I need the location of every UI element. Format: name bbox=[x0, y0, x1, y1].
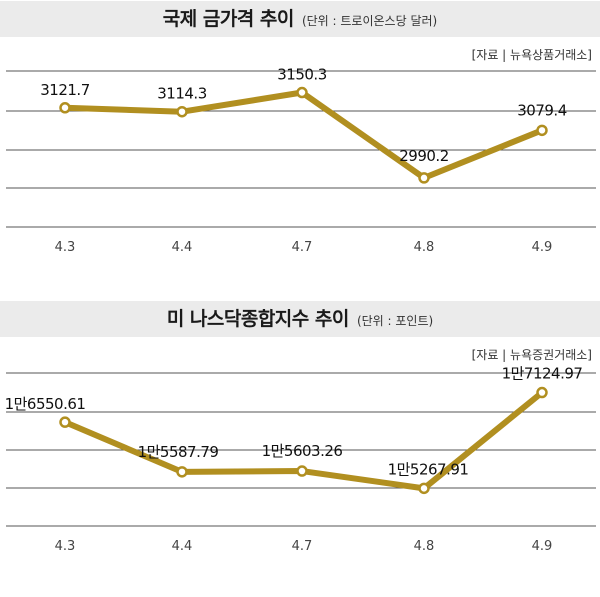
data-label: 1만5587.79 bbox=[138, 443, 219, 461]
data-label: 3121.7 bbox=[40, 81, 90, 99]
data-point bbox=[59, 102, 71, 114]
chart-unit: (단위 : 트로이온스당 달러) bbox=[301, 14, 438, 28]
data-label: 3079.4 bbox=[517, 101, 567, 119]
chart-title: 국제 금가격 추이 bbox=[162, 8, 295, 30]
x-tick-label: 4.7 bbox=[292, 240, 313, 255]
data-point bbox=[176, 105, 188, 118]
gold-price-panel: 국제 금가격 추이 (단위 : 트로이온스당 달러) [자료 | 뉴욕상품거래소… bbox=[0, 0, 600, 290]
series-line bbox=[62, 89, 545, 181]
x-tick-label: 4.3 bbox=[55, 539, 76, 554]
data-point bbox=[418, 172, 430, 184]
data-point bbox=[296, 465, 308, 477]
data-label: 1만5603.26 bbox=[262, 442, 343, 460]
data-point bbox=[536, 386, 548, 399]
gold-title-bar: 국제 금가격 추이 (단위 : 트로이온스당 달러) bbox=[0, 1, 600, 37]
data-point bbox=[536, 124, 548, 137]
x-tick-label: 4.8 bbox=[414, 539, 435, 554]
data-label: 1만6550.61 bbox=[5, 395, 86, 413]
data-point bbox=[296, 86, 308, 99]
data-label: 3150.3 bbox=[277, 66, 327, 84]
data-label: 1만7124.97 bbox=[502, 365, 583, 383]
chart-title: 미 나스닥종합지수 추이 bbox=[166, 308, 350, 330]
chart-source: [자료 | 뉴욕증권거래소] bbox=[471, 348, 592, 362]
nasdaq-title-bar: 미 나스닥종합지수 추이 (단위 : 포인트) bbox=[0, 301, 600, 337]
x-tick-label: 4.3 bbox=[55, 240, 76, 255]
nasdaq-panel: 미 나스닥종합지수 추이 (단위 : 포인트) [자료 | 뉴욕증권거래소] bbox=[0, 300, 600, 597]
x-tick-label: 4.9 bbox=[532, 539, 553, 554]
nasdaq-chart: 1만6550.61 1만5587.79 1만5603.26 1만5267.91 1만71… bbox=[5, 365, 596, 554]
x-tick-label: 4.4 bbox=[172, 539, 193, 554]
data-label: 1만5267.91 bbox=[388, 460, 469, 478]
data-label: 2990.2 bbox=[399, 147, 449, 165]
x-tick-label: 4.4 bbox=[172, 240, 193, 255]
gold-price-chart: 3121.7 3114.3 3150.3 2990.2 3079.4 4.3 4.4 4.7 4… bbox=[6, 66, 596, 255]
x-tick-label: 4.7 bbox=[292, 539, 313, 554]
x-tick-label: 4.8 bbox=[414, 240, 435, 255]
chart-source: [자료 | 뉴욕상품거래소] bbox=[471, 48, 592, 62]
x-tick-label: 4.9 bbox=[532, 240, 553, 255]
chart-unit: (단위 : 포인트) bbox=[356, 314, 434, 328]
data-label: 3114.3 bbox=[157, 85, 207, 103]
data-point bbox=[418, 482, 430, 495]
data-point bbox=[176, 466, 188, 478]
data-point bbox=[59, 416, 71, 428]
